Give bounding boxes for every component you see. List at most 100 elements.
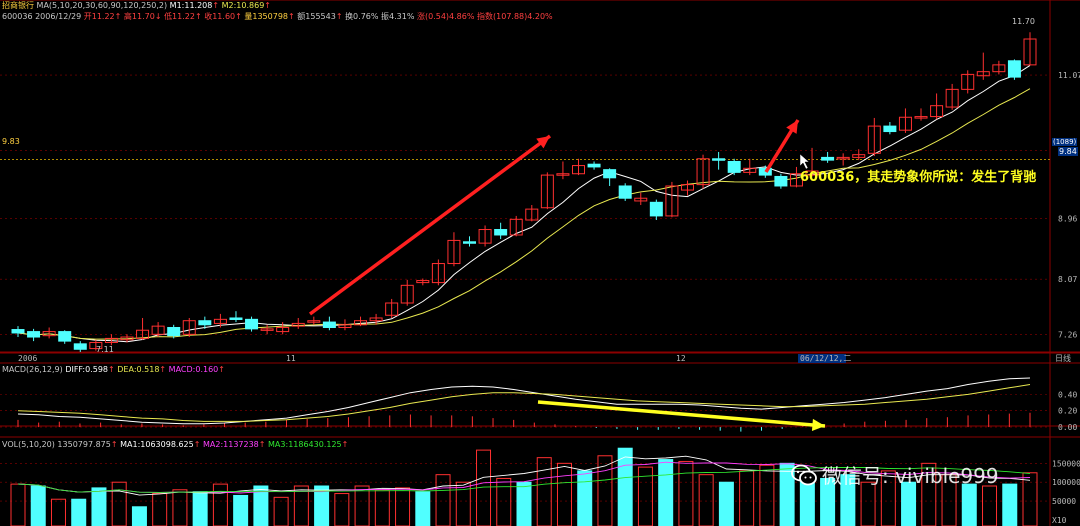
candle-body: [680, 184, 694, 191]
macd-dea-up-icon: ↑: [159, 365, 167, 374]
volume-bar: [739, 470, 755, 526]
stock-name: 招商银行: [2, 1, 34, 10]
ma2-value: M2:10.869: [221, 1, 265, 10]
volume-bar: [455, 481, 471, 526]
volume-bar: [111, 481, 127, 526]
volume-bar: [556, 462, 572, 526]
vol-ma1-up-icon: ↑: [193, 440, 201, 449]
x-tick-label: 11: [286, 354, 296, 363]
open-up-icon: ↑: [114, 12, 122, 21]
candle-body: [883, 125, 897, 133]
price-tick-label: 7.26: [1058, 330, 1077, 339]
macd-name: MACD(26,12,9): [2, 365, 63, 374]
macd-divergence-arrow-head: [811, 418, 825, 432]
volume-bar: [860, 481, 876, 526]
volume-bar: [415, 491, 431, 526]
dea-line: [17, 384, 1031, 422]
macd-tick-label: 0.00: [1058, 423, 1077, 432]
volume-bar: [718, 481, 734, 526]
vol-tick-label: 50000: [1052, 497, 1076, 506]
volume-bar: [192, 491, 208, 526]
macd-tick-label: 0.20: [1058, 407, 1077, 416]
quote-header: 600036 2006/12/29 开11.22↑ 高11.70↓ 低11.22…: [2, 11, 553, 22]
candle-body: [867, 125, 881, 154]
volume-bar: [354, 485, 370, 526]
candle-body: [914, 116, 928, 119]
candle-body: [198, 320, 212, 326]
candle-body: [27, 331, 41, 338]
candle-body: [898, 116, 912, 131]
candle-body: [229, 317, 243, 320]
volume-bar: [901, 481, 917, 526]
x-tick-label: 日线: [1055, 353, 1071, 363]
volume-bar: [10, 483, 26, 526]
volume-bar: [658, 459, 674, 526]
volume-bar: [152, 493, 168, 526]
x-tick-label: 12: [676, 354, 686, 363]
mouse-cursor-icon: [799, 153, 810, 170]
volume-bar: [334, 493, 350, 526]
vol-ma20-line: [17, 467, 1031, 493]
ma2-up-icon: ↑: [264, 1, 271, 10]
volume-bar: [435, 474, 451, 526]
right-badge: (1089): [1052, 138, 1078, 146]
candle-body: [385, 302, 399, 316]
candle-body: [821, 156, 835, 161]
vol-up-icon: ↑: [110, 440, 118, 449]
volume-bar: [496, 477, 512, 526]
volume-bar: [91, 487, 107, 526]
candle-body: [930, 105, 944, 118]
volume-bar: [30, 485, 46, 526]
candle-body: [634, 197, 648, 202]
candle-body: [463, 241, 477, 244]
candle-body: [136, 329, 150, 339]
ma1-up-icon: ↑: [212, 1, 220, 10]
candle-body: [556, 173, 570, 176]
candle-body: [478, 229, 492, 244]
volume-value: 量1350798: [244, 12, 289, 21]
candle-body: [789, 173, 803, 187]
candle-body: [260, 328, 274, 331]
stock-code: 600036: [2, 12, 33, 21]
macd-panel: [17, 377, 1031, 432]
macd-divergence-arrow-shaft: [537, 400, 826, 428]
candle-body: [167, 327, 181, 337]
volume-bar: [982, 485, 998, 526]
candle-body: [58, 331, 72, 342]
volume-bar: [233, 494, 249, 526]
price-tick-label: 8.07: [1058, 275, 1077, 284]
candle-body: [416, 280, 430, 284]
volume-bar: [1002, 483, 1018, 526]
ma1-value: M1:11.208: [169, 1, 213, 10]
candle-body: [1023, 38, 1037, 66]
volume-bar: [172, 489, 188, 526]
macd-header: MACD(26,12,9) DIFF:0.598↑ DEA:0.518↑ MAC…: [2, 365, 225, 374]
wechat-watermark: 微信号: vivible999: [790, 460, 999, 489]
axis-ticks: 11.079.968.968.077.262006111206/12/12,二日…: [18, 71, 1080, 525]
candle-body: [945, 88, 959, 108]
vol-ma3-up-icon: ↑: [341, 440, 349, 449]
volume-bar: [516, 481, 532, 526]
macd-hist-up-icon: ↑: [218, 365, 225, 374]
vol-tick-label: 100000: [1052, 478, 1080, 487]
low-up-icon: ↑: [194, 12, 202, 21]
low-price: 低11.22: [164, 12, 195, 21]
price-header: 招商银行 MA(5,10,20,30,60,90,120,250,2) M1:1…: [2, 0, 271, 11]
candle-body: [712, 158, 726, 161]
open-price: 开11.22: [83, 12, 115, 21]
watermark-text: 微信号: vivible999: [822, 464, 999, 488]
annotation-arrows: [308, 119, 826, 432]
candle-body: [976, 71, 990, 77]
macd-diff-up-icon: ↑: [108, 365, 115, 374]
candle-body: [151, 325, 165, 335]
candle-body: [805, 170, 819, 176]
macd-tick-label: 0.40: [1058, 390, 1077, 399]
candle-body: [89, 341, 103, 350]
turnover-value: 换0.76%: [345, 12, 379, 21]
macd-dea: DEA:0.518: [117, 365, 160, 374]
divergence-annotation: 600036，其走势象你所说：发生了背驰: [800, 170, 1037, 185]
volume-bar: [71, 498, 87, 526]
candle-body: [509, 218, 523, 236]
candle-body: [571, 165, 585, 175]
